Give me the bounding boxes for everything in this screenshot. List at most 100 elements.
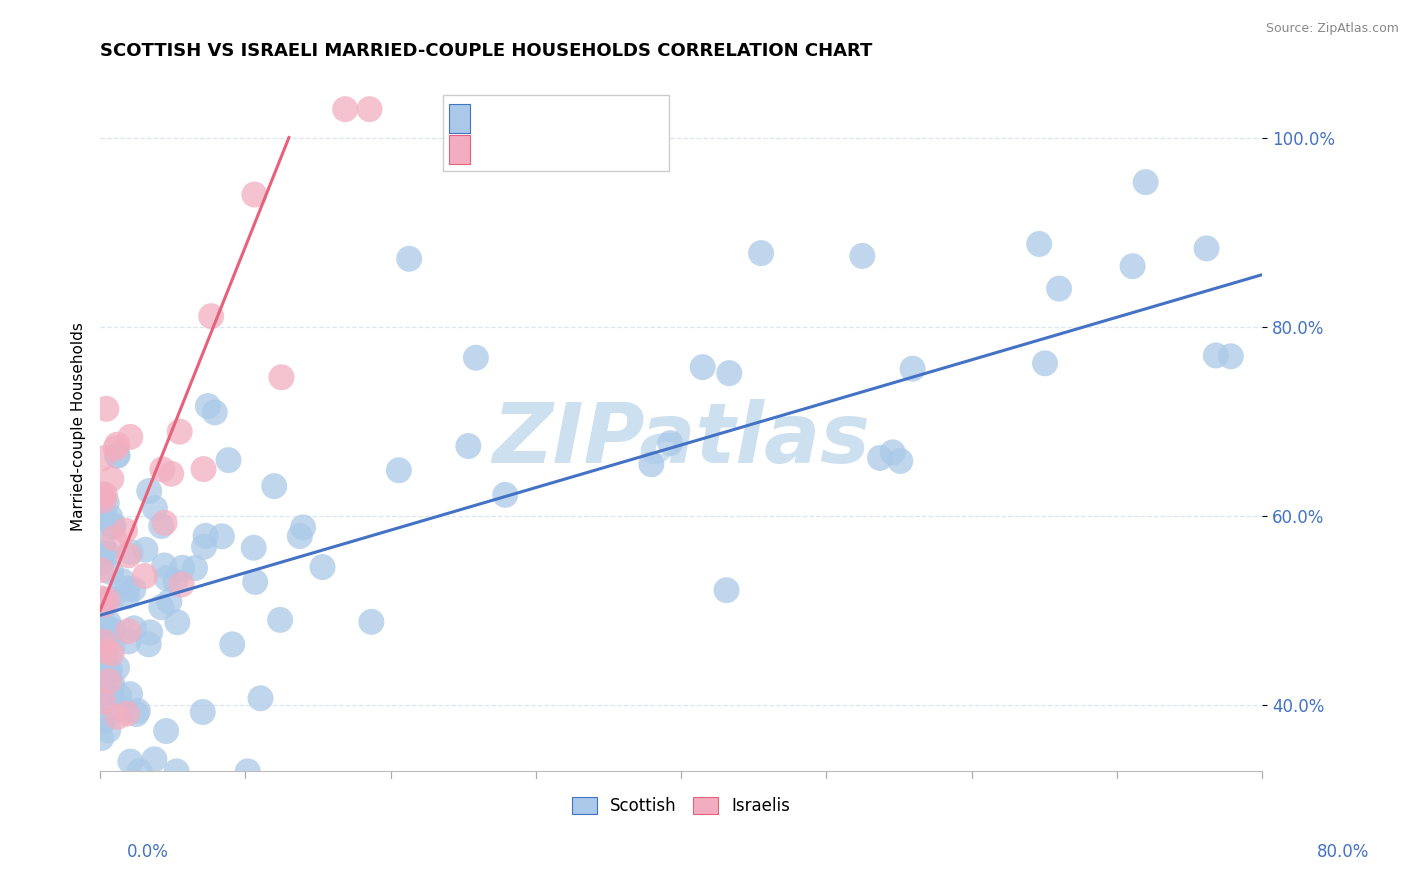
Point (360, 615, 382, 629)
Point (170, 577, 193, 591)
Point (464, 351, 486, 365)
Point (91, 714, 114, 728)
Point (105, 448, 128, 462)
Legend: Scottish, Israelis: Scottish, Israelis (572, 797, 790, 815)
Text: R = 0.651: R = 0.651 (484, 141, 582, 159)
Point (288, 529, 311, 543)
Point (94, 488, 117, 502)
Bar (449, 104, 470, 133)
Point (120, 755, 142, 769)
Point (100, 680, 122, 694)
Point (263, 479, 285, 493)
Point (157, 594, 180, 608)
Point (93, 686, 115, 700)
Point (134, 569, 156, 583)
Point (101, 519, 124, 533)
Point (101, 591, 124, 606)
Bar (449, 136, 470, 164)
Text: R = 0.519: R = 0.519 (484, 110, 582, 128)
Text: N = 109: N = 109 (582, 110, 662, 128)
Point (97, 547, 120, 561)
Point (101, 624, 124, 638)
Point (117, 634, 139, 648)
Point (104, 441, 127, 455)
Point (120, 687, 142, 701)
Point (692, 360, 714, 375)
Point (101, 647, 124, 661)
Point (165, 574, 187, 589)
Point (90, 608, 112, 623)
Point (166, 615, 188, 630)
Point (889, 454, 911, 468)
Point (139, 625, 162, 640)
Point (194, 529, 217, 543)
Point (115, 590, 138, 604)
Point (311, 560, 333, 574)
Point (120, 430, 142, 444)
Point (197, 399, 219, 413)
Point (153, 558, 176, 573)
Point (97, 723, 120, 738)
Point (96, 496, 118, 510)
Point (851, 249, 873, 263)
Point (359, 102, 381, 116)
Text: 80.0%: 80.0% (1316, 843, 1369, 861)
FancyBboxPatch shape (443, 95, 669, 170)
Point (103, 531, 125, 545)
Point (93, 592, 115, 607)
Point (117, 582, 139, 596)
Point (90, 591, 112, 606)
Point (150, 519, 173, 533)
Point (193, 462, 215, 476)
Point (716, 583, 738, 598)
Point (143, 752, 166, 766)
Point (249, 691, 271, 706)
Point (243, 574, 266, 589)
Point (1205, 349, 1227, 363)
Point (882, 445, 904, 459)
Point (91, 451, 114, 466)
Point (1028, 236, 1050, 251)
Point (105, 661, 128, 675)
Point (91, 714, 114, 729)
Point (93, 635, 115, 649)
Point (100, 472, 122, 486)
Point (191, 705, 214, 719)
Point (101, 676, 124, 690)
Point (111, 702, 134, 716)
Point (105, 449, 128, 463)
Point (200, 309, 222, 323)
Point (90, 487, 112, 501)
Point (97, 593, 120, 607)
Point (90, 563, 112, 577)
Point (96, 626, 118, 640)
Point (101, 640, 124, 654)
Text: 0.0%: 0.0% (127, 843, 169, 861)
Point (120, 545, 142, 559)
Point (94, 622, 117, 636)
Point (97, 674, 120, 689)
Point (169, 425, 191, 439)
Point (97, 690, 120, 705)
Point (152, 462, 174, 476)
Point (97, 665, 120, 680)
Point (155, 571, 177, 585)
Text: ZIPatlas: ZIPatlas (492, 400, 870, 481)
Point (749, 246, 772, 260)
Y-axis label: Married-couple Households: Married-couple Households (72, 322, 86, 531)
Point (494, 488, 516, 502)
Point (105, 438, 128, 452)
Point (115, 706, 138, 721)
Point (1135, 175, 1157, 189)
Point (155, 724, 177, 739)
Point (242, 541, 264, 555)
Point (269, 613, 291, 627)
Point (718, 366, 741, 380)
Point (184, 561, 207, 575)
Point (398, 252, 420, 266)
Point (457, 439, 479, 453)
Point (153, 516, 176, 530)
Point (91, 539, 114, 553)
Text: Source: ZipAtlas.com: Source: ZipAtlas.com (1265, 22, 1399, 36)
Point (122, 621, 145, 635)
